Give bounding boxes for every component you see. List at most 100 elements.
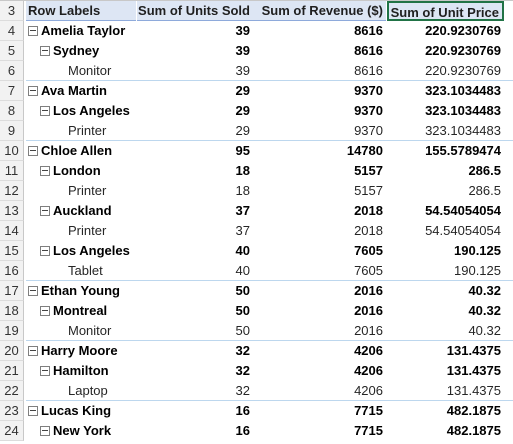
row-number[interactable]: 24 xyxy=(0,421,24,441)
revenue-cell[interactable]: 2018 xyxy=(354,223,383,238)
collapse-icon[interactable] xyxy=(28,145,38,156)
units-cell[interactable]: 39 xyxy=(235,63,250,78)
row-number[interactable]: 22 xyxy=(0,381,24,401)
unit-price-cell[interactable]: 40.32 xyxy=(468,303,501,318)
row-number[interactable]: 4 xyxy=(0,21,24,41)
row-number[interactable]: 9 xyxy=(0,121,24,141)
collapse-icon[interactable] xyxy=(40,205,50,216)
unit-price-cell[interactable]: 131.4375 xyxy=(446,383,501,398)
unit-price-cell[interactable]: 323.1034483 xyxy=(425,103,501,118)
table-row[interactable]: 11 London 18 5157 286.5 xyxy=(0,161,513,181)
unit-price-cell[interactable]: 54.54054054 xyxy=(425,203,501,218)
revenue-cell[interactable]: 5157 xyxy=(354,183,383,198)
units-cell[interactable]: 50 xyxy=(235,283,250,298)
table-row[interactable]: 21 Hamilton 32 4206 131.4375 xyxy=(0,361,513,381)
revenue-cell[interactable]: 8616 xyxy=(354,63,383,78)
row-label-cell[interactable]: Los Angeles xyxy=(26,241,136,261)
revenue-cell[interactable]: 2016 xyxy=(354,323,383,338)
units-cell[interactable]: 39 xyxy=(235,43,250,58)
collapse-icon[interactable] xyxy=(28,345,38,356)
units-cell[interactable]: 18 xyxy=(235,163,250,178)
collapse-icon[interactable] xyxy=(40,105,50,116)
row-label-cell[interactable]: Montreal xyxy=(26,301,136,321)
row-number[interactable]: 15 xyxy=(0,241,24,261)
units-cell[interactable]: 16 xyxy=(235,403,250,418)
row-label-cell[interactable]: Printer xyxy=(68,123,107,138)
row-number[interactable]: 14 xyxy=(0,221,24,241)
table-row[interactable]: 18 Montreal 50 2016 40.32 xyxy=(0,301,513,321)
row-label-cell[interactable]: Tablet xyxy=(68,263,103,278)
units-cell[interactable]: 50 xyxy=(235,323,250,338)
row-label-cell[interactable]: Lucas King xyxy=(26,401,136,421)
unit-price-cell[interactable]: 323.1034483 xyxy=(425,83,501,98)
table-row[interactable]: 15 Los Angeles 40 7605 190.125 xyxy=(0,241,513,261)
table-row[interactable]: 6 Monitor 39 8616 220.9230769 xyxy=(0,61,513,81)
table-row[interactable]: 4 Amelia Taylor 39 8616 220.9230769 xyxy=(0,21,513,41)
units-cell[interactable]: 32 xyxy=(235,383,250,398)
revenue-cell[interactable]: 9370 xyxy=(354,103,383,118)
row-number[interactable]: 3 xyxy=(0,1,24,21)
unit-price-cell[interactable]: 190.125 xyxy=(454,243,501,258)
revenue-cell[interactable]: 8616 xyxy=(354,43,383,58)
units-cell[interactable]: 40 xyxy=(235,243,250,258)
unit-price-cell[interactable]: 54.54054054 xyxy=(425,223,501,238)
row-label-cell[interactable]: Printer xyxy=(68,223,107,238)
collapse-icon[interactable] xyxy=(28,405,38,416)
row-label-cell[interactable]: Ethan Young xyxy=(26,281,136,301)
row-number[interactable]: 19 xyxy=(0,321,24,341)
units-cell[interactable]: 32 xyxy=(235,343,250,358)
table-row[interactable]: 9 Printer 29 9370 323.1034483 xyxy=(0,121,513,141)
table-row[interactable]: 7 Ava Martin 29 9370 323.1034483 xyxy=(0,81,513,101)
row-label-cell[interactable]: Chloe Allen xyxy=(26,141,136,161)
revenue-cell[interactable]: 4206 xyxy=(354,363,383,378)
collapse-icon[interactable] xyxy=(40,245,50,256)
unit-price-cell[interactable]: 482.1875 xyxy=(446,403,501,418)
table-row[interactable]: 17 Ethan Young 50 2016 40.32 xyxy=(0,281,513,301)
row-label-cell[interactable]: Hamilton xyxy=(26,361,136,381)
header-row-labels[interactable]: Row Labels ▼ xyxy=(26,1,136,21)
row-number[interactable]: 21 xyxy=(0,361,24,381)
row-label-cell[interactable]: Laptop xyxy=(68,383,108,398)
units-cell[interactable]: 95 xyxy=(235,143,250,158)
unit-price-cell[interactable]: 131.4375 xyxy=(446,363,501,378)
table-row[interactable]: 19 Monitor 50 2016 40.32 xyxy=(0,321,513,341)
row-label-cell[interactable]: Amelia Taylor xyxy=(26,21,136,41)
collapse-icon[interactable] xyxy=(40,45,50,56)
revenue-cell[interactable]: 8616 xyxy=(354,23,383,38)
collapse-icon[interactable] xyxy=(28,85,38,96)
row-number[interactable]: 20 xyxy=(0,341,24,361)
unit-price-cell[interactable]: 323.1034483 xyxy=(425,123,501,138)
revenue-cell[interactable]: 2016 xyxy=(354,303,383,318)
revenue-cell[interactable]: 4206 xyxy=(354,383,383,398)
row-label-cell[interactable]: New York xyxy=(26,421,136,441)
units-cell[interactable]: 37 xyxy=(235,223,250,238)
row-label-cell[interactable]: Printer xyxy=(68,183,107,198)
table-row[interactable]: 8 Los Angeles 29 9370 323.1034483 xyxy=(0,101,513,121)
table-row[interactable]: 22 Laptop 32 4206 131.4375 xyxy=(0,381,513,401)
revenue-cell[interactable]: 2018 xyxy=(354,203,383,218)
units-cell[interactable]: 37 xyxy=(235,203,250,218)
table-row[interactable]: 14 Printer 37 2018 54.54054054 xyxy=(0,221,513,241)
row-label-cell[interactable]: Ava Martin xyxy=(26,81,136,101)
collapse-icon[interactable] xyxy=(28,25,38,36)
row-number[interactable]: 12 xyxy=(0,181,24,201)
table-row[interactable]: 12 Printer 18 5157 286.5 xyxy=(0,181,513,201)
unit-price-cell[interactable]: 220.9230769 xyxy=(425,63,501,78)
unit-price-cell[interactable]: 220.9230769 xyxy=(425,23,501,38)
table-row[interactable]: 5 Sydney 39 8616 220.9230769 xyxy=(0,41,513,61)
row-label-cell[interactable]: Harry Moore xyxy=(26,341,136,361)
table-row[interactable]: 24 New York 16 7715 482.1875 xyxy=(0,421,513,441)
units-cell[interactable]: 16 xyxy=(235,423,250,438)
unit-price-cell[interactable]: 155.5789474 xyxy=(425,143,501,158)
collapse-icon[interactable] xyxy=(40,365,50,376)
row-number[interactable]: 5 xyxy=(0,41,24,61)
units-cell[interactable]: 40 xyxy=(235,263,250,278)
table-row[interactable]: 10 Chloe Allen 95 14780 155.5789474 xyxy=(0,141,513,161)
unit-price-cell[interactable]: 286.5 xyxy=(468,163,501,178)
units-cell[interactable]: 29 xyxy=(235,83,250,98)
table-row[interactable]: 16 Tablet 40 7605 190.125 xyxy=(0,261,513,281)
table-row[interactable]: 13 Auckland 37 2018 54.54054054 xyxy=(0,201,513,221)
row-label-cell[interactable]: Sydney xyxy=(26,41,136,61)
row-label-cell[interactable]: Auckland xyxy=(26,201,136,221)
row-number[interactable]: 10 xyxy=(0,141,24,161)
